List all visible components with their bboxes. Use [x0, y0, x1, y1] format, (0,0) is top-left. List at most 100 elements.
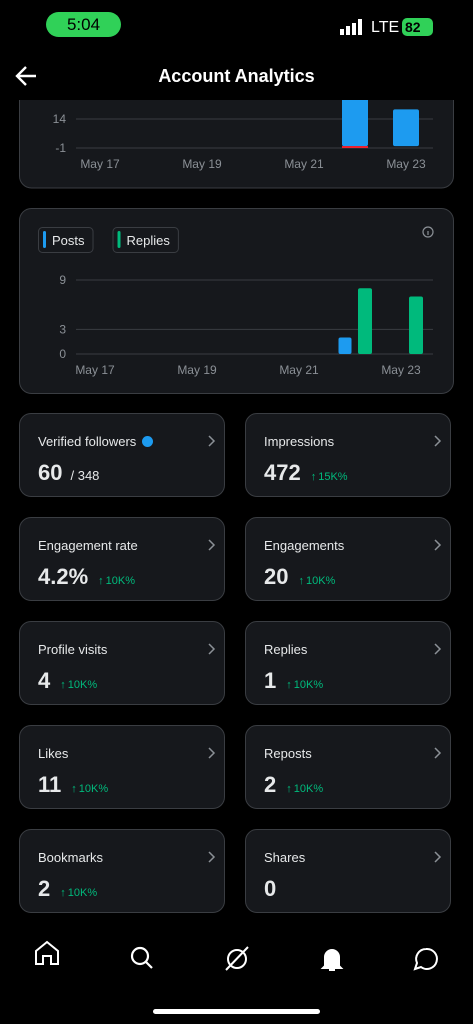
metric-card[interactable]: Replies 1 ↑ 10K% — [245, 621, 451, 705]
metric-number: 2 — [38, 876, 51, 901]
x-tick-label: May 17 — [75, 363, 115, 377]
metric-label: Engagements — [264, 538, 345, 553]
legend-swatch — [117, 231, 121, 248]
metric-number: 60 — [38, 460, 63, 485]
legend-item[interactable] — [112, 227, 179, 253]
metric-card[interactable]: Engagements 20 ↑ 10K% — [245, 517, 451, 601]
y-tick-label: -1 — [55, 141, 66, 155]
up-arrow: ↑ — [60, 887, 66, 899]
legend-label: Replies — [127, 233, 171, 248]
chevron-path — [208, 851, 216, 863]
info-icon[interactable] — [422, 226, 434, 238]
chevron — [208, 851, 216, 863]
y-tick-label: 3 — [59, 322, 66, 336]
metric-label: Bookmarks — [38, 850, 104, 865]
metric-value: 20 ↑ 10K% — [264, 564, 335, 590]
y-tick-label: 0 — [59, 347, 66, 361]
x-tick-label: May 17 — [80, 157, 120, 171]
change-text: 10K% — [67, 887, 98, 899]
x-tick-label: May 21 — [284, 157, 324, 171]
metric-card[interactable]: Bookmarks 2 ↑ 10K% — [19, 829, 225, 913]
chevron — [434, 435, 442, 447]
metric-card[interactable]: Shares 0 — [245, 829, 451, 913]
metric-card[interactable]: Likes 11 ↑ 10K% — [19, 725, 225, 809]
legend-item[interactable] — [38, 227, 94, 253]
metric-value: 1 ↑ 10K% — [264, 668, 323, 694]
chevron-path — [434, 747, 442, 759]
up-arrow: ↑ — [60, 679, 66, 691]
metric-card[interactable]: Reposts 2 ↑ 10K% — [245, 725, 451, 809]
search-tab[interactable] — [130, 946, 153, 969]
metric-number: 4 — [38, 668, 51, 693]
metric-label: Profile visits — [38, 642, 108, 657]
metric-value: 11 ↑ 10K% — [38, 772, 108, 798]
chart: 9 3 0 May 17 May 19 May 21 May 23 Posts Replies — [38, 227, 433, 377]
up-arrow: ↑ — [98, 575, 104, 587]
change-text: 15K% — [318, 471, 348, 483]
x-tick-label: May 19 — [177, 363, 217, 377]
chevron — [208, 643, 216, 655]
metric-change: ↑ 10K% — [298, 575, 335, 587]
metric-value: 0 — [264, 876, 276, 902]
metric-label: Replies — [264, 642, 308, 657]
change-text: 10K% — [78, 783, 109, 795]
chevron-path — [434, 539, 442, 551]
metric-card[interactable]: Engagement rate 4.2% ↑ 10K% — [19, 517, 225, 601]
back-button[interactable] — [14, 64, 40, 88]
home-indicator — [153, 1009, 320, 1014]
metric-value: 2 ↑ 10K% — [264, 772, 323, 798]
metric-value: 2 ↑ 10K% — [38, 876, 97, 902]
metric-number: 472 — [264, 460, 301, 485]
notifications-tab[interactable] — [320, 949, 344, 971]
chevron-path — [434, 851, 442, 863]
chart: 14 -1 May 17 May 19 May 21 May 23 — [53, 100, 433, 171]
network: LTE — [371, 19, 400, 36]
up-arrow: ↑ — [298, 575, 304, 587]
metric-change: ↑ 10K% — [71, 783, 108, 795]
chevron-path — [208, 747, 216, 759]
x-tick-label: May 23 — [386, 157, 426, 171]
up-arrow: ↑ — [71, 783, 77, 795]
messages-tab[interactable] — [413, 947, 438, 971]
metric-value: 4.2% ↑ 10K% — [38, 564, 135, 590]
bar — [338, 337, 352, 354]
chevron — [434, 539, 442, 551]
chevron — [434, 643, 442, 655]
metric-label: Shares — [264, 850, 306, 865]
metric-change: ↑ 10K% — [286, 783, 323, 795]
metric-change: ↑ 10K% — [60, 887, 97, 899]
up-arrow: ↑ — [286, 783, 292, 795]
metric-value: 60 / 348 — [38, 460, 99, 486]
bar — [342, 100, 368, 147]
metric-number: 1 — [264, 668, 277, 693]
chevron — [208, 539, 216, 551]
metric-number: 11 — [38, 772, 62, 797]
metric-change: ↑ 10K% — [98, 575, 135, 587]
bar — [358, 288, 372, 354]
change-text: 10K% — [105, 575, 136, 587]
chevron-path — [208, 643, 216, 655]
grok-tab[interactable] — [225, 946, 249, 971]
metric-label: Engagement rate — [38, 538, 138, 553]
x-tick-label: May 19 — [182, 157, 222, 171]
metric-change: ↑ 10K% — [286, 679, 323, 691]
metric-card[interactable]: Profile visits 4 ↑ 10K% — [19, 621, 225, 705]
top-bar: 5:04 LTE 82 Account Analytics — [0, 0, 473, 100]
chevron — [208, 435, 216, 447]
bar — [393, 109, 419, 147]
metric-label: Impressions — [264, 434, 335, 449]
up-arrow: ↑ — [310, 471, 317, 483]
metric-number: 0 — [264, 876, 277, 901]
change-text: 10K% — [293, 783, 324, 795]
change-text: 10K% — [293, 679, 324, 691]
verified-badge — [142, 436, 154, 447]
metric-label: Likes — [38, 746, 69, 761]
x-tick-label: May 23 — [381, 363, 421, 377]
metric-card[interactable]: Verified followers 60 / 348 — [19, 413, 225, 497]
page-title: Account Analytics — [158, 66, 315, 86]
legend-label: Posts — [52, 233, 85, 248]
status-time: 5:04 — [46, 12, 121, 37]
metric-card[interactable]: Impressions 472 ↑ 15K% — [245, 413, 451, 497]
home-tab[interactable] — [35, 940, 59, 965]
bar — [409, 296, 423, 354]
